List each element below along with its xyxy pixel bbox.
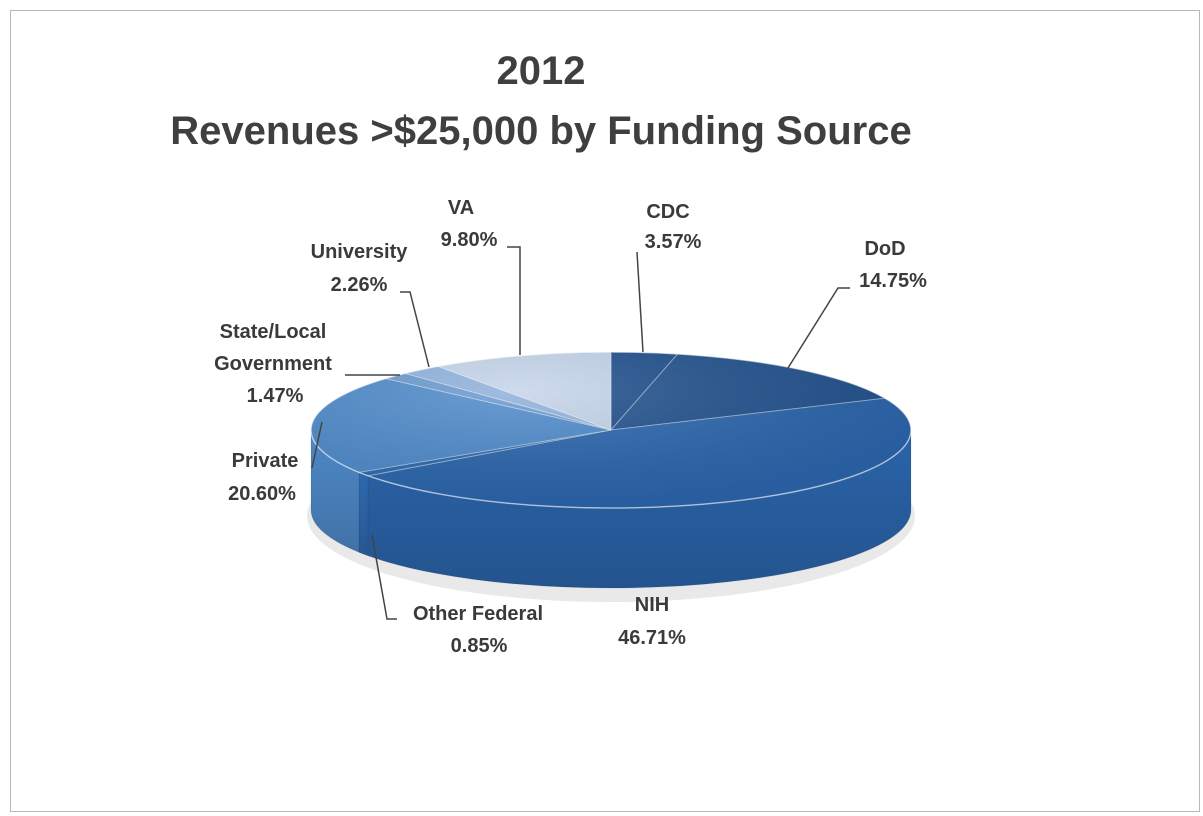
- label-nih-name: NIH: [635, 594, 669, 616]
- leader-line-cdc: [636, 251, 644, 353]
- pie-side-shade-other-federal: [358, 472, 369, 556]
- label-cdc-value: 3.57%: [645, 231, 702, 253]
- leader-line-university: [400, 291, 430, 368]
- label-cdc-name: CDC: [646, 201, 689, 223]
- label-state-name-2: Government: [214, 353, 332, 375]
- slice-labels: VA 9.80% CDC 3.57% DoD 14.75% University…: [214, 197, 927, 657]
- pie-top-group: [310, 351, 912, 509]
- pie-side-shade-nih: [368, 430, 912, 589]
- label-nih-value: 46.71%: [618, 627, 686, 649]
- label-state-name-1: State/Local: [220, 321, 327, 343]
- pie-side-group: [310, 429, 912, 589]
- chart-title-line2: Revenues >$25,000 by Funding Source: [170, 109, 911, 153]
- chart-title-line1: 2012: [497, 49, 586, 93]
- label-university-value: 2.26%: [331, 274, 388, 296]
- pie-side-shade-private: [311, 430, 359, 553]
- pie-layer: [307, 351, 915, 602]
- label-other-federal-name: Other Federal: [413, 603, 543, 625]
- leader-line-private: [311, 421, 323, 469]
- label-dod-value: 14.75%: [859, 270, 927, 292]
- label-state-value: 1.47%: [247, 385, 304, 407]
- leader-line-va: [507, 246, 521, 355]
- pie-top-rim: [310, 351, 912, 509]
- label-private-value: 20.60%: [228, 483, 296, 505]
- label-university-name: University: [311, 241, 409, 263]
- leader-line-other-federal: [371, 534, 397, 620]
- leader-lines: [311, 246, 850, 620]
- label-va-value: 9.80%: [441, 229, 498, 251]
- label-private-name: Private: [232, 450, 299, 472]
- pie-top-gloss: [311, 352, 911, 508]
- label-other-federal-value: 0.85%: [451, 635, 508, 657]
- label-va-name: VA: [448, 197, 474, 219]
- label-dod-name: DoD: [864, 238, 905, 260]
- leader-line-dod: [787, 287, 850, 369]
